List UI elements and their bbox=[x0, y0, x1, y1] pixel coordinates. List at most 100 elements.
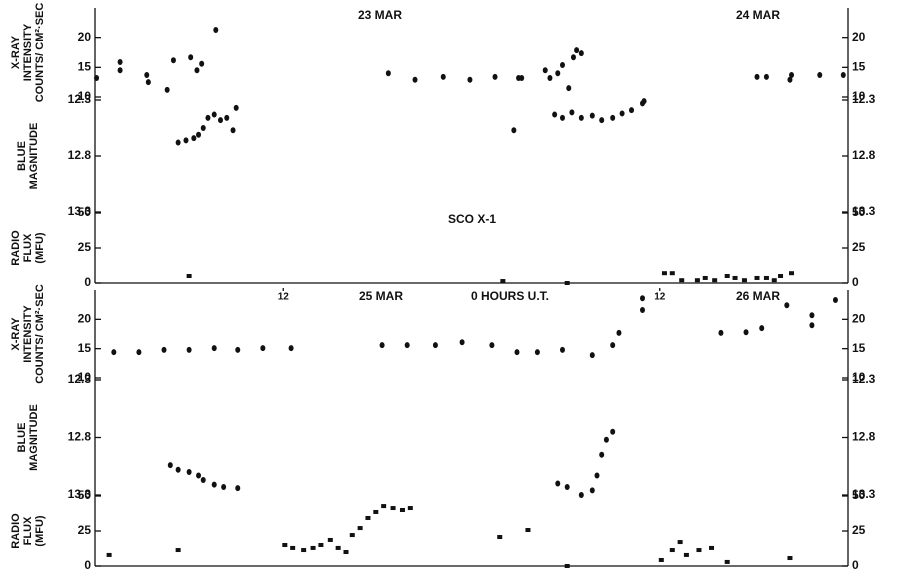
marker bbox=[578, 114, 584, 121]
y-tick-label: 12.8 bbox=[852, 430, 876, 444]
y-tick-label: 12.3 bbox=[68, 92, 92, 106]
marker bbox=[724, 274, 730, 278]
marker bbox=[789, 72, 795, 79]
y-tick-label: 20 bbox=[852, 312, 866, 326]
marker bbox=[161, 346, 167, 353]
marker bbox=[616, 329, 622, 336]
annotation: 23 MAR bbox=[358, 8, 402, 22]
marker bbox=[211, 345, 217, 352]
y-axis-label: X-RAY bbox=[10, 317, 22, 351]
y-axis-label: (MFU) bbox=[34, 515, 46, 546]
marker bbox=[696, 548, 702, 553]
y-tick-label: 10 bbox=[78, 89, 92, 103]
marker bbox=[578, 50, 584, 57]
marker bbox=[639, 295, 645, 302]
y-tick-label: 13.3 bbox=[68, 487, 92, 501]
marker bbox=[385, 70, 391, 77]
marker bbox=[619, 110, 625, 117]
marker bbox=[771, 278, 777, 283]
marker bbox=[221, 483, 227, 490]
y-axis-label: FLUX bbox=[22, 516, 34, 545]
y-tick-label: 50 bbox=[78, 205, 92, 219]
y-tick-label: 15 bbox=[852, 60, 866, 74]
marker bbox=[658, 557, 664, 562]
marker bbox=[399, 508, 405, 512]
y-axis-label: MAGNITUDE bbox=[28, 123, 40, 190]
marker bbox=[789, 271, 795, 276]
marker bbox=[677, 540, 683, 545]
y-axis-label: FLUX bbox=[22, 233, 34, 262]
marker bbox=[492, 73, 498, 80]
marker bbox=[224, 114, 230, 121]
marker bbox=[519, 75, 525, 82]
marker bbox=[809, 322, 815, 329]
y-tick-label: 25 bbox=[78, 240, 92, 254]
marker bbox=[191, 135, 197, 142]
marker bbox=[497, 535, 503, 540]
y-axis-label: MAGNITUDE bbox=[28, 404, 40, 471]
y-axis-label: INTENSITY bbox=[22, 305, 34, 363]
marker bbox=[489, 342, 495, 349]
marker bbox=[559, 114, 565, 121]
y-tick-label: 12.3 bbox=[68, 372, 92, 386]
marker bbox=[310, 545, 316, 550]
marker bbox=[525, 528, 531, 533]
marker bbox=[218, 117, 223, 124]
marker bbox=[817, 72, 823, 79]
marker bbox=[327, 537, 333, 542]
marker bbox=[233, 104, 239, 111]
marker bbox=[763, 275, 769, 280]
y-axis-label: BLUE bbox=[16, 423, 28, 453]
marker bbox=[669, 548, 675, 553]
y-tick-label: 50 bbox=[78, 488, 92, 502]
marker bbox=[379, 342, 385, 349]
y-tick-label: 15 bbox=[78, 60, 92, 74]
y-axis-label: COUNTS/ CM²·SEC bbox=[34, 3, 46, 103]
marker bbox=[534, 349, 540, 356]
y-tick-label: 10 bbox=[852, 370, 866, 384]
marker bbox=[784, 302, 790, 309]
marker bbox=[175, 548, 181, 553]
marker bbox=[570, 54, 576, 61]
annotation: 24 MAR bbox=[736, 8, 780, 22]
marker bbox=[754, 73, 760, 80]
marker bbox=[365, 515, 371, 520]
marker bbox=[661, 271, 667, 276]
marker bbox=[196, 131, 202, 138]
marker bbox=[136, 349, 142, 356]
marker bbox=[318, 543, 324, 547]
y-tick-label: 0 bbox=[852, 275, 859, 289]
marker bbox=[669, 271, 675, 276]
marker bbox=[603, 436, 609, 443]
marker bbox=[552, 111, 558, 118]
marker bbox=[117, 67, 123, 74]
marker bbox=[511, 127, 517, 134]
marker bbox=[702, 275, 708, 280]
y-tick-label: 0 bbox=[84, 275, 91, 289]
y-tick-label: 13.3 bbox=[68, 204, 92, 218]
y-axis-label: RADIO bbox=[10, 513, 22, 549]
marker bbox=[679, 278, 685, 283]
marker bbox=[282, 543, 288, 547]
y-tick-label: 13.3 bbox=[852, 204, 876, 218]
marker bbox=[145, 79, 151, 86]
marker bbox=[260, 345, 266, 352]
marker bbox=[407, 506, 413, 511]
marker bbox=[213, 26, 219, 33]
marker bbox=[809, 312, 815, 319]
marker bbox=[564, 564, 570, 568]
marker bbox=[564, 483, 570, 490]
marker bbox=[559, 346, 565, 353]
y-axis-label: RADIO bbox=[10, 230, 22, 266]
marker bbox=[230, 127, 236, 134]
marker bbox=[183, 137, 189, 144]
marker bbox=[599, 451, 605, 458]
marker bbox=[186, 274, 192, 278]
marker bbox=[211, 111, 217, 118]
marker bbox=[787, 76, 793, 83]
y-tick-label: 50 bbox=[852, 205, 866, 219]
marker bbox=[574, 47, 580, 54]
marker bbox=[235, 346, 241, 353]
marker bbox=[566, 85, 572, 92]
marker bbox=[555, 480, 561, 487]
